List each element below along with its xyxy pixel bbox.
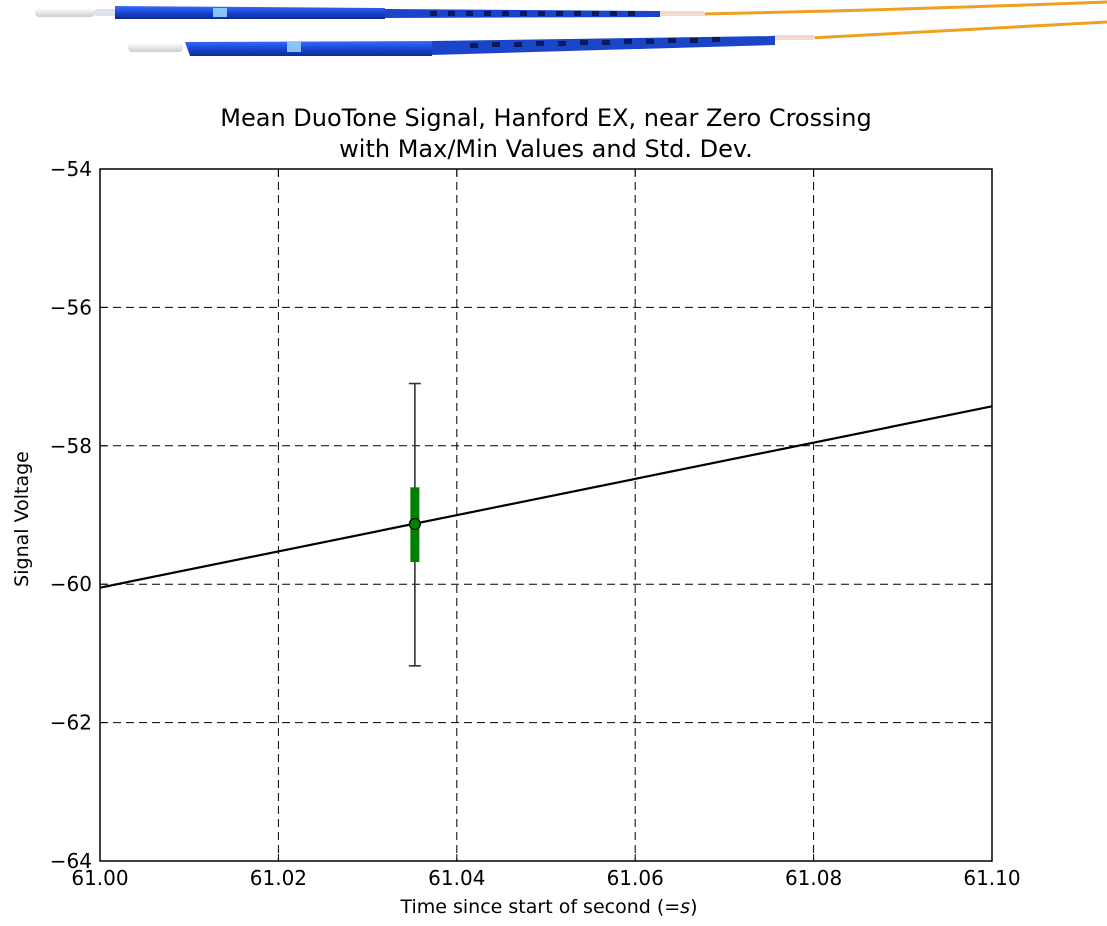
y-tick-label: −54 [50,157,92,181]
x-tick-label: 61.00 [71,866,128,890]
y-tick-label: −60 [50,572,92,596]
x-tick-labels: 61.00 61.02 61.04 61.06 61.08 61.10 [71,866,1020,890]
chart-title-line-1: Mean DuoTone Signal, Hanford EX, near Ze… [220,104,871,132]
data-series [99,382,993,667]
y-tick-label: −62 [50,711,92,735]
x-tick-label: 61.02 [250,866,307,890]
y-axis-label: Signal Voltage [11,451,33,587]
x-tick-label: 61.10 [963,866,1020,890]
y-tick-label: −56 [50,295,92,319]
y-tick-labels: −54 −56 −58 −60 −62 −64 [50,157,92,873]
plot-frame [99,168,993,862]
y-tick-label: −64 [50,849,92,873]
fiber-connector-upper [35,0,1107,19]
y-tick-label: −58 [50,434,92,458]
x-tick-label: 61.04 [428,866,485,890]
fiber-connector-lower [128,20,1107,56]
chart-title-line-2: with Max/Min Values and Std. Dev. [339,135,753,163]
x-tick-label: 61.08 [785,866,842,890]
x-axis-label-prefix: Time since start of second ( [399,896,664,918]
mean-marker [408,517,421,531]
axis-ticks [99,168,993,862]
x-tick-label: 61.06 [607,866,664,890]
fit-line [99,405,993,589]
grid-lines [100,169,992,861]
fiber-optic-cable-image [35,0,1107,56]
x-axis-label-italic: =s [664,896,690,918]
x-axis-label: Time since start of second (=s) [399,896,697,918]
x-axis-label-suffix: ) [690,896,697,918]
